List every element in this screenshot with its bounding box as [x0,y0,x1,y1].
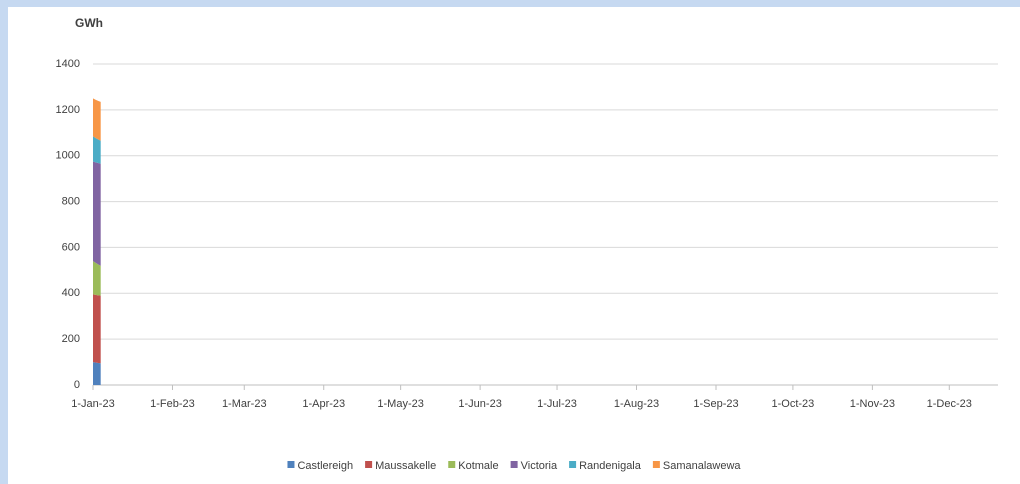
y-tick-label: 400 [62,287,80,299]
x-tick-label: 1-Jun-23 [458,398,501,410]
y-tick-label: 600 [62,241,80,253]
y-tick-label: 1000 [56,150,80,162]
legend-label: Samanalawewa [663,460,742,472]
x-tick-label: 1-Jan-23 [71,398,114,410]
x-tick-label: 1-Sep-23 [693,398,738,410]
legend-swatch [448,461,456,468]
chart-panel [8,7,1020,484]
x-tick-label: 1-May-23 [377,398,423,410]
y-tick-label: 800 [62,195,80,207]
legend-swatch [365,461,373,468]
area [93,261,101,296]
legend-swatch [287,461,295,468]
area [93,161,101,266]
y-tick-label: 1200 [56,104,80,116]
legend-label: Randenigala [579,460,642,472]
legend-swatch [510,461,518,468]
legend-label: Kotmale [458,460,498,472]
legend: Castlereigh Maussakelle Kotmale Victoria Ran… [287,460,741,472]
y-tick-label: 200 [62,333,80,345]
x-tick-label: 1-Nov-23 [850,398,895,410]
legend-swatch [652,461,660,468]
area [93,294,101,364]
legend-label: Maussakelle [375,460,436,472]
y-axis-label: GWh [75,16,103,30]
x-tick-label: 1-Feb-23 [150,398,195,410]
x-tick-label: 1-Oct-23 [772,398,815,410]
legend-label: Victoria [521,460,558,472]
area [93,98,101,141]
legend-label: Castlereigh [297,460,353,472]
x-tick-label: 1-Mar-23 [222,398,267,410]
y-tick-label: 0 [74,379,80,391]
x-tick-label: 1-Dec-23 [927,398,972,410]
y-tick-label: 1400 [56,58,80,70]
area [93,136,101,164]
x-tick-label: 1-Apr-23 [302,398,345,410]
legend-swatch [569,461,577,468]
area [93,362,101,385]
x-tick-label: 1-Jul-23 [537,398,577,410]
x-tick-label: 1-Aug-23 [614,398,659,410]
